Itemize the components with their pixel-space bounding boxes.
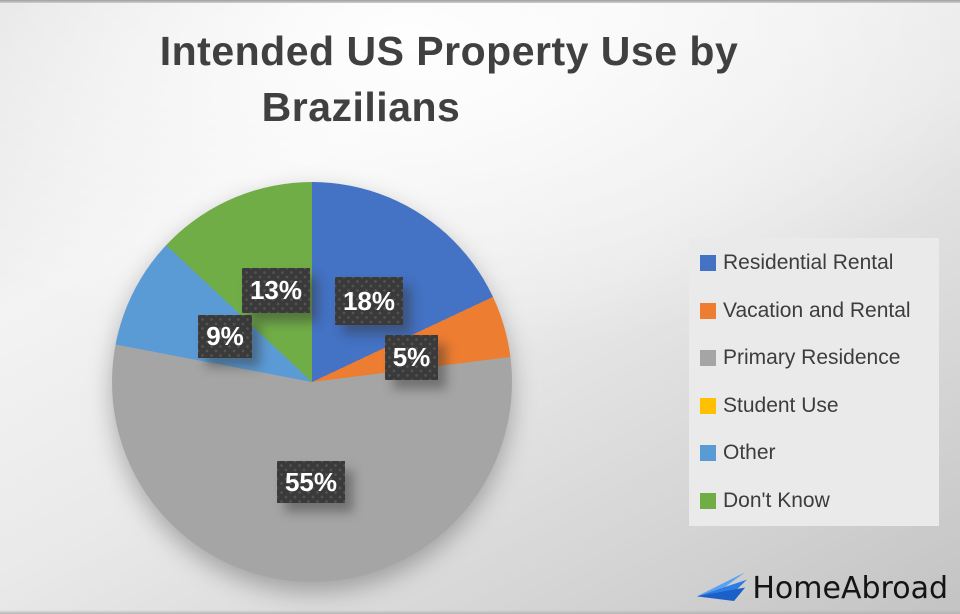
legend-label: Vacation and Rental (723, 298, 911, 322)
legend-swatch-icon (700, 302, 716, 319)
data-label-other: 9% (198, 315, 252, 358)
legend-swatch-icon (700, 255, 716, 271)
legend-label: Student Use (723, 393, 839, 417)
legend-swatch-icon (700, 492, 716, 509)
paper-plane-icon (697, 572, 748, 601)
legend-item-dont-know: Don't Know (700, 489, 933, 513)
legend-item-vacation-and-rental: Vacation and Rental (700, 299, 933, 323)
homeabroad-logo: HomeAbroad (695, 570, 948, 606)
legend-label: Primary Residence (723, 346, 901, 370)
legend-item-residential-rental: Residential Rental (700, 251, 933, 275)
logo-wordmark: HomeAbroad (752, 570, 948, 606)
legend-item-primary-residence: Primary Residence (700, 346, 933, 370)
chart-title-line2: Brazilians (261, 84, 461, 130)
data-label-vacation-and-rental: 5% (385, 335, 438, 380)
chart-title-line1: Intended US Property Use by (159, 28, 739, 74)
legend-swatch-icon (700, 445, 716, 462)
legend-label: Don't Know (723, 488, 830, 512)
data-label-dont-know: 13% (242, 268, 310, 313)
pie-chart (112, 182, 512, 582)
legend-label: Other (723, 441, 776, 465)
bottom-edge-line (0, 610, 960, 614)
legend-swatch-icon (700, 397, 716, 414)
data-label-primary-residence: 55% (277, 461, 345, 503)
legend-item-other: Other (700, 441, 933, 465)
legend-label: Residential Rental (723, 251, 894, 274)
legend-swatch-icon (700, 350, 716, 367)
chart-legend: Residential Rental Vacation and Rental P… (689, 238, 939, 526)
data-label-residential-rental: 18% (335, 277, 403, 325)
legend-item-student-use: Student Use (700, 394, 933, 418)
top-edge-line (0, 0, 960, 3)
